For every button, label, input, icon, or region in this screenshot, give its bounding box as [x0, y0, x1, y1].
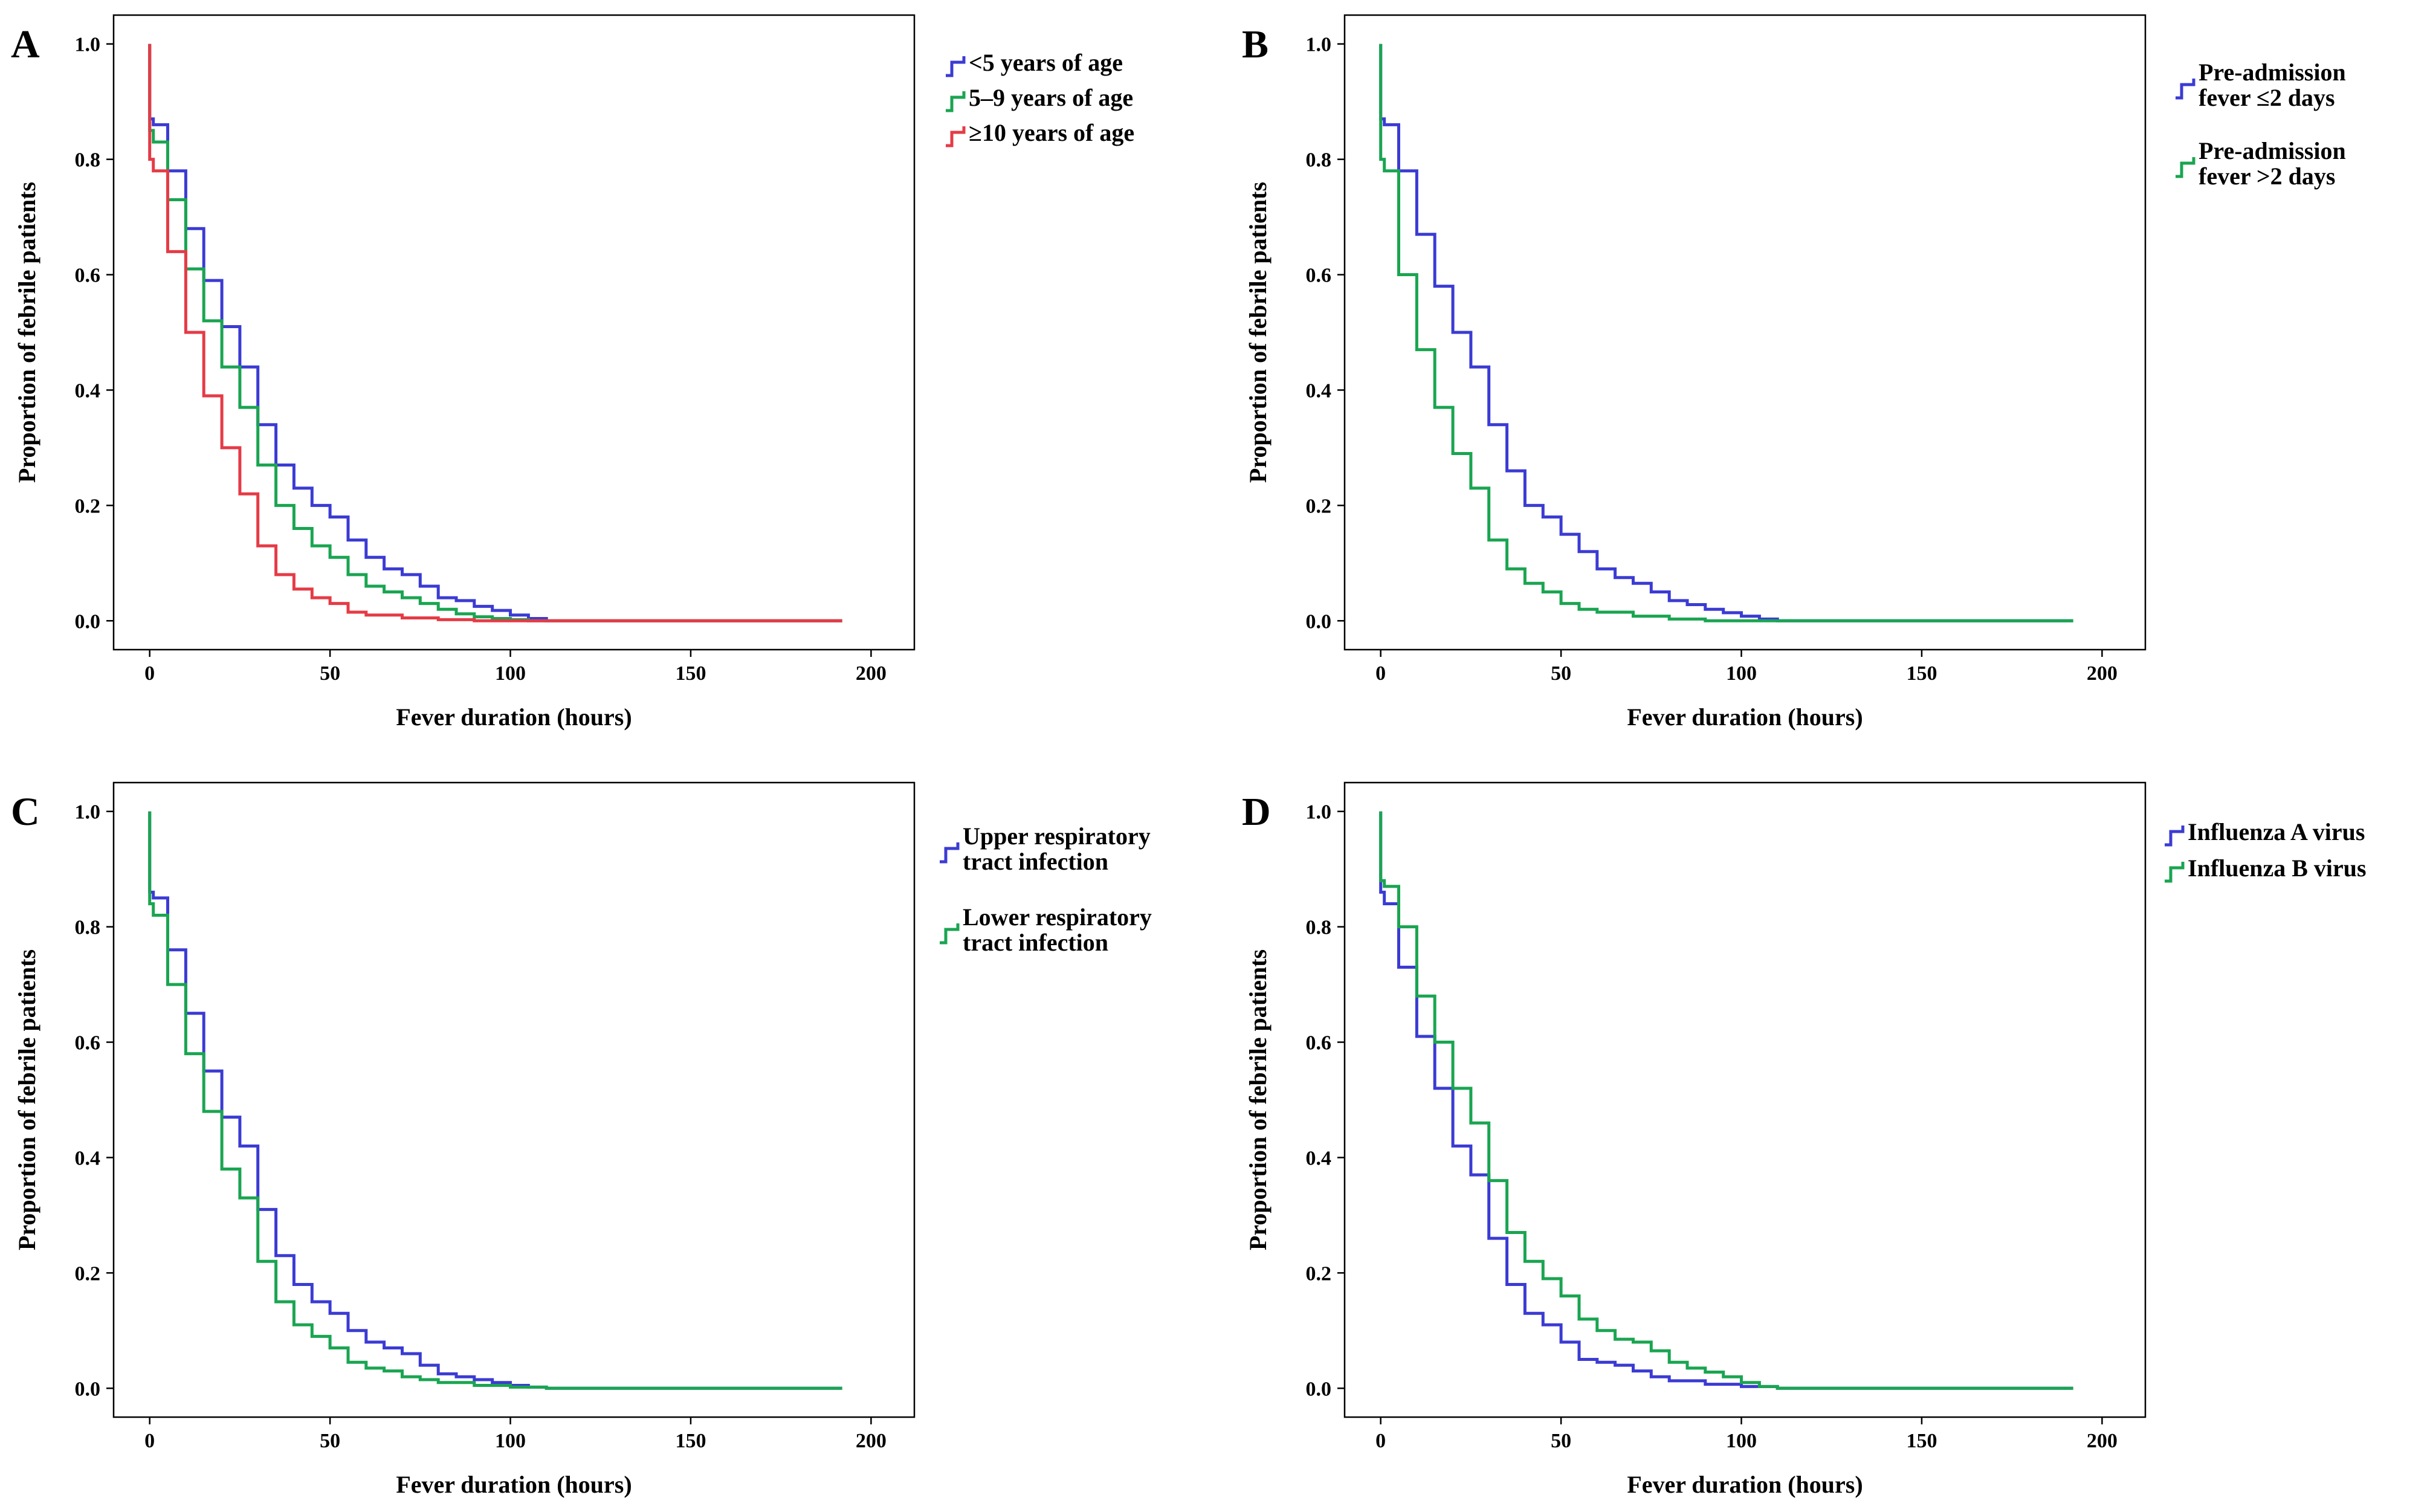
legend-label: <5 years of age	[969, 49, 1123, 76]
legend-label: Lower respiratory	[963, 903, 1152, 931]
legend-label: Pre-admission	[2199, 137, 2346, 164]
y-tick-label: 0.0	[1306, 610, 1332, 633]
panel-c: C 0.0 0.2 0.4 0.6 0.8 1.0 0 50 100 150 200 Fever dur…	[11, 781, 1152, 1498]
survival-curve	[148, 811, 842, 1390]
y-tick-label: 0.8	[1306, 149, 1332, 172]
legend-label: fever >2 days	[2199, 163, 2335, 190]
y-tick-label: 0.8	[1306, 917, 1332, 939]
legend-label: tract infection	[963, 848, 1108, 875]
y-tick-label: 0.4	[75, 1147, 101, 1169]
x-tick-label: 0	[1375, 662, 1386, 685]
x-tick-label: 200	[2087, 1430, 2118, 1452]
survival-curve	[1379, 811, 2073, 1390]
survival-curve	[1379, 811, 2073, 1390]
y-axis-label: Proportion of febrile patients	[13, 182, 40, 483]
plot-frame	[1343, 14, 2147, 651]
x-tick-label: 150	[1906, 1430, 1937, 1452]
y-tick-label: 1.0	[75, 34, 101, 56]
y-tick-label: 0.0	[1306, 1378, 1332, 1400]
panel-letter: D	[1242, 790, 1271, 834]
panel-d: D 0.0 0.2 0.4 0.6 0.8 1.0 0 50 100 150 200 Fever dur…	[1242, 781, 2367, 1498]
legend-swatch	[940, 842, 960, 864]
y-tick-label: 1.0	[1306, 801, 1332, 824]
y-tick-label: 1.0	[1306, 34, 1332, 56]
legend-swatch	[2165, 862, 2185, 883]
survival-curve	[148, 44, 842, 622]
y-axis-label: Proportion of febrile patients	[1244, 949, 1271, 1250]
plot-frame	[1343, 781, 2147, 1418]
y-tick-label: 0.6	[1306, 265, 1332, 287]
legend-label: fever ≤2 days	[2199, 84, 2335, 111]
x-tick-label: 100	[1726, 1430, 1757, 1452]
x-tick-label: 200	[856, 1430, 887, 1452]
x-tick-label: 150	[675, 662, 706, 685]
legend-swatch	[946, 56, 966, 77]
x-tick-label: 200	[856, 662, 887, 685]
y-tick-label: 0.8	[75, 917, 101, 939]
y-tick-label: 0.6	[75, 265, 101, 287]
x-tick-label: 150	[675, 1430, 706, 1452]
y-axis-label: Proportion of febrile patients	[1244, 182, 1271, 483]
y-tick-label: 0.4	[75, 380, 101, 402]
plot-frame	[112, 781, 916, 1418]
y-tick-label: 0.4	[1306, 1147, 1332, 1169]
y-tick-label: 0.6	[75, 1032, 101, 1055]
legend-label: ≥10 years of age	[969, 119, 1134, 146]
y-tick-label: 0.0	[75, 610, 101, 633]
survival-curve	[1379, 44, 2073, 622]
x-tick-label: 50	[1551, 1430, 1571, 1452]
y-tick-label: 0.6	[1306, 1032, 1332, 1055]
survival-curve	[148, 811, 842, 1390]
y-tick-label: 0.2	[75, 1262, 101, 1285]
x-axis-label: Fever duration (hours)	[1627, 703, 1863, 731]
survival-curve	[148, 44, 842, 622]
x-tick-label: 50	[1551, 662, 1571, 685]
x-tick-label: 100	[495, 1430, 526, 1452]
y-tick-label: 0.2	[1306, 1262, 1332, 1285]
legend-label: Influenza B virus	[2188, 855, 2367, 882]
panel-letter: A	[11, 22, 40, 66]
x-tick-label: 0	[144, 662, 155, 685]
legend-label: Pre-admission	[2199, 59, 2346, 86]
y-tick-label: 0.2	[1306, 495, 1332, 517]
x-tick-label: 100	[1726, 662, 1757, 685]
x-axis-label: Fever duration (hours)	[1627, 1471, 1863, 1498]
panel-a: A 0.0 0.2 0.4 0.6 0.8 1.0 0 50 100 150 200 Fever dur…	[11, 14, 1134, 731]
y-tick-label: 0.8	[75, 149, 101, 172]
x-tick-label: 100	[495, 662, 526, 685]
legend-swatch	[2176, 79, 2196, 100]
x-axis-label: Fever duration (hours)	[396, 703, 632, 731]
legend-swatch	[2165, 825, 2185, 847]
y-tick-label: 1.0	[75, 801, 101, 824]
panel-b: B 0.0 0.2 0.4 0.6 0.8 1.0 0 50 100 150 200 Fever dur…	[1242, 14, 2346, 731]
legend-label: 5–9 years of age	[969, 84, 1133, 111]
legend-swatch	[946, 91, 966, 112]
plot-frame	[112, 14, 916, 651]
x-tick-label: 0	[1375, 1430, 1386, 1452]
y-tick-label: 0.2	[75, 495, 101, 517]
x-axis-label: Fever duration (hours)	[396, 1471, 632, 1498]
y-axis-label: Proportion of febrile patients	[13, 949, 40, 1250]
y-tick-label: 0.0	[75, 1378, 101, 1400]
legend-swatch	[940, 923, 960, 945]
x-tick-label: 50	[320, 662, 340, 685]
legend-label: tract infection	[963, 929, 1108, 956]
legend-swatch	[2176, 157, 2196, 178]
x-tick-label: 200	[2087, 662, 2118, 685]
legend-swatch	[946, 126, 966, 147]
y-tick-label: 0.4	[1306, 380, 1332, 402]
x-tick-label: 0	[144, 1430, 155, 1452]
legend-label: Influenza A virus	[2188, 818, 2365, 845]
legend-label: Upper respiratory	[963, 822, 1151, 850]
survival-curve	[1379, 44, 2073, 622]
panel-letter: B	[1242, 22, 1268, 66]
x-tick-label: 150	[1906, 662, 1937, 685]
survival-curve	[148, 44, 842, 622]
x-tick-label: 50	[320, 1430, 340, 1452]
panel-letter: C	[11, 790, 40, 834]
